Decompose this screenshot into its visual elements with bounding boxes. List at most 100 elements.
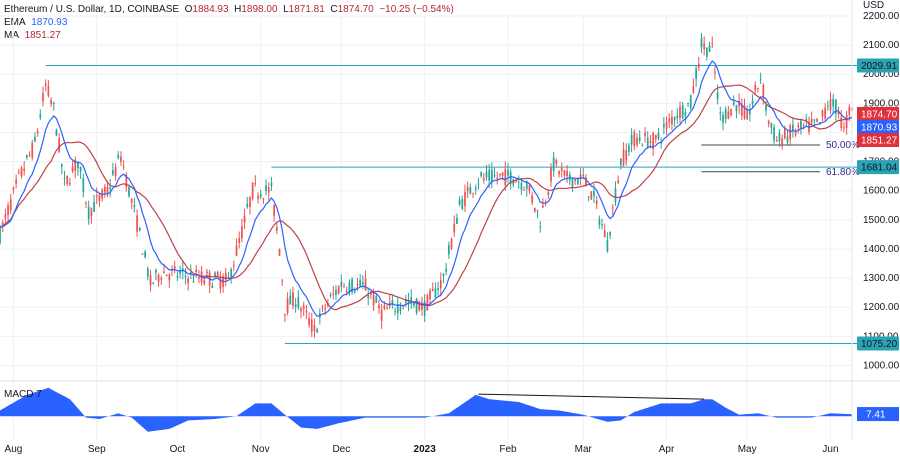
candle — [810, 118, 813, 123]
candle — [136, 215, 138, 232]
price-tag-close-label: 1874.70 — [861, 110, 898, 121]
candle — [302, 305, 305, 310]
high-label: H — [234, 4, 242, 15]
candle — [122, 166, 125, 168]
candle — [364, 278, 367, 291]
candle — [504, 169, 507, 186]
candle — [797, 125, 800, 128]
candle — [730, 108, 732, 116]
candle — [574, 179, 577, 182]
candle — [367, 294, 370, 299]
candle — [219, 277, 222, 289]
candle — [681, 105, 684, 118]
candle — [480, 172, 482, 176]
candle — [286, 298, 289, 313]
candle — [203, 280, 206, 284]
candle — [95, 195, 98, 197]
candle — [754, 85, 757, 91]
symbol-name: Ethereum / U.S. Dollar, 1D, COINBASE — [4, 4, 180, 15]
candle — [187, 278, 190, 284]
candle — [418, 302, 421, 311]
ema-legend[interactable]: EMA 1870.93 — [4, 17, 67, 28]
candle — [512, 179, 515, 185]
time-axis-tick: Oct — [170, 444, 186, 455]
candle — [12, 187, 15, 190]
candle — [472, 193, 474, 195]
candle — [329, 294, 332, 296]
candle — [7, 205, 9, 216]
level-price-tag-label: 1075.20 — [861, 339, 898, 350]
candle — [767, 120, 770, 124]
candle — [692, 86, 695, 93]
candle — [396, 304, 399, 314]
candle — [595, 200, 598, 205]
ma-legend[interactable]: MA 1851.27 — [4, 30, 61, 41]
candle — [85, 202, 87, 204]
candle — [42, 93, 44, 102]
candle — [633, 131, 636, 147]
candle — [404, 299, 407, 303]
candle — [125, 174, 128, 188]
price-axis-tick: 1400.00 — [863, 244, 900, 255]
price-axis-tick: 2200.00 — [863, 11, 900, 22]
ema-line[interactable] — [0, 60, 853, 317]
candle — [63, 178, 66, 180]
price-tag-ma — [857, 133, 899, 147]
candle — [348, 282, 351, 293]
macd-divergence-line[interactable] — [478, 393, 705, 400]
ma-line[interactable] — [0, 84, 853, 311]
fib-level-label: 61.80% — [826, 167, 860, 178]
candle — [251, 182, 254, 199]
candle — [732, 102, 735, 105]
candle — [313, 324, 316, 332]
candle — [456, 217, 458, 224]
candle — [270, 182, 273, 186]
candle — [509, 171, 512, 184]
time-axis-tick: Nov — [252, 444, 270, 455]
candle — [746, 109, 749, 120]
candle — [660, 140, 663, 142]
price-tag-ema — [857, 120, 899, 134]
time-axis-tick: Mar — [575, 444, 593, 455]
fib-level-label: 50.00% — [826, 140, 860, 151]
candle — [378, 304, 380, 309]
candle — [679, 106, 681, 119]
candle — [802, 125, 805, 127]
candle — [300, 308, 302, 312]
candle — [383, 305, 386, 309]
candle — [447, 245, 450, 255]
candle — [343, 286, 345, 288]
candle — [15, 179, 17, 184]
candle — [507, 170, 509, 176]
candle — [525, 182, 528, 189]
candle — [372, 295, 375, 306]
candle — [585, 177, 587, 187]
candle — [34, 136, 36, 142]
time-axis-tick: Apr — [659, 444, 675, 455]
candle — [52, 102, 55, 105]
candle — [705, 47, 708, 57]
candle — [794, 132, 797, 136]
candle — [528, 185, 531, 191]
candle — [370, 291, 372, 295]
candle — [673, 117, 676, 121]
candle — [216, 272, 219, 277]
time-axis-tick: May — [738, 444, 757, 455]
candle — [751, 100, 754, 104]
candle — [332, 293, 335, 295]
candle — [98, 194, 101, 201]
candle — [173, 265, 176, 269]
candle — [20, 167, 23, 177]
candle — [275, 226, 278, 231]
candle — [474, 187, 477, 190]
candle — [257, 195, 259, 199]
price-axis-unit: USD — [863, 0, 884, 11]
candle — [407, 300, 410, 304]
candle — [843, 127, 845, 129]
candle — [394, 311, 396, 313]
candle — [112, 170, 114, 175]
candle — [469, 187, 472, 195]
candle — [515, 181, 517, 183]
macd-area[interactable] — [0, 387, 852, 432]
